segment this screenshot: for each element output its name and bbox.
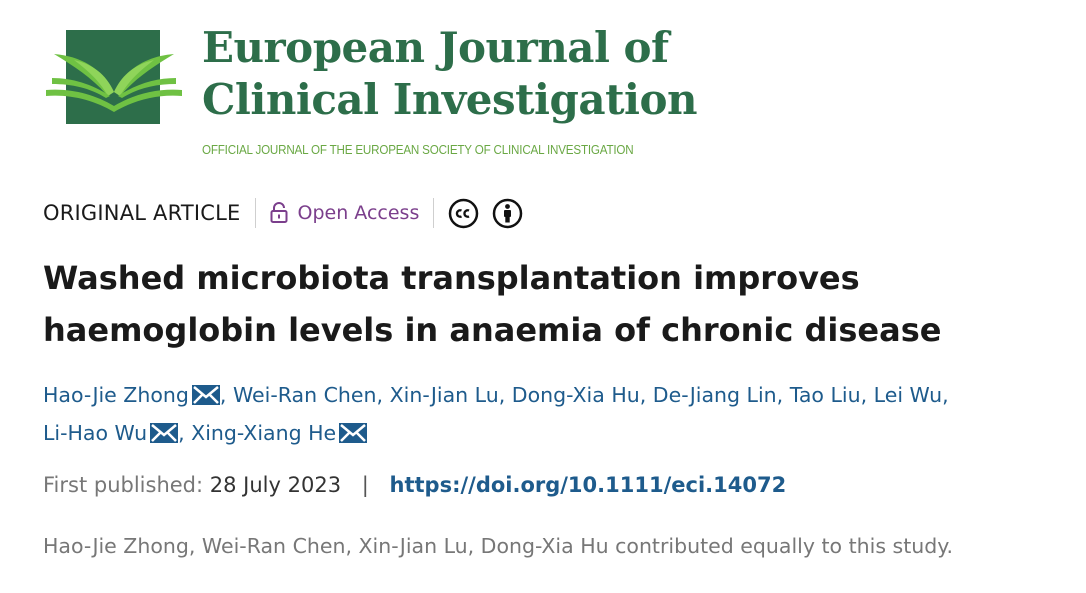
article-title-line2: haemoglobin levels in anaemia of chronic… — [43, 311, 942, 349]
author-name: Xing-Xiang He — [191, 421, 337, 445]
email-icon[interactable] — [339, 419, 368, 454]
author-name: Xin-Jian Lu — [389, 383, 499, 407]
attribution-icon[interactable] — [492, 198, 523, 229]
author-separator: , — [178, 421, 185, 445]
author-link[interactable]: Xing-Xiang He — [191, 421, 368, 445]
author-separator: , — [860, 383, 868, 407]
publication-date: 28 July 2023 — [209, 473, 342, 497]
article-title: Washed microbiota transplantation improv… — [43, 252, 1043, 356]
cc-icon[interactable] — [448, 198, 479, 229]
journal-title: European Journal of Clinical Investigati… — [202, 22, 698, 126]
author-separator: , — [219, 383, 227, 407]
open-access-label: Open Access — [297, 202, 420, 224]
author-separator: , — [376, 383, 384, 407]
author-link[interactable]: Wei-Ran Chen, — [233, 383, 383, 407]
author-separator: , — [639, 383, 647, 407]
author-link[interactable]: De-Jiang Lin, — [653, 383, 783, 407]
divider — [254, 198, 256, 228]
author-separator: , — [776, 383, 784, 407]
author-link[interactable]: Tao Liu, — [790, 383, 867, 407]
equal-contribution-note: Hao-Jie Zhong, Wei-Ran Chen, Xin-Jian Lu… — [43, 534, 953, 558]
author-list: Hao-Jie Zhong, Wei-Ran Chen, Xin-Jian Lu… — [43, 378, 1063, 454]
author-name: Lei Wu — [873, 383, 943, 407]
author-name: Dong-Xia Hu — [511, 383, 640, 407]
author-link[interactable]: Hao-Jie Zhong, — [43, 383, 226, 407]
author-separator: , — [498, 383, 506, 407]
author-link[interactable]: Lei Wu, — [874, 383, 949, 407]
journal-subtitle: OFFICIAL JOURNAL OF THE EUROPEAN SOCIETY… — [202, 143, 634, 157]
author-name: Hao-Jie Zhong — [43, 383, 189, 407]
license-icons[interactable] — [448, 198, 523, 229]
author-link[interactable]: Li-Hao Wu, — [43, 421, 185, 445]
author-name: Li-Hao Wu — [43, 421, 148, 445]
email-icon[interactable] — [191, 381, 220, 416]
article-meta-row: ORIGINAL ARTICLE Open Access — [43, 196, 523, 230]
journal-title-line2: Clinical Investigation — [202, 75, 698, 124]
article-title-line1: Washed microbiota transplantation improv… — [43, 259, 860, 297]
unlock-icon — [270, 202, 288, 223]
divider — [433, 198, 435, 228]
author-separator: , — [942, 383, 949, 407]
journal-logo-icon — [44, 30, 184, 130]
first-published-label: First published: — [43, 473, 204, 497]
article-type: ORIGINAL ARTICLE — [43, 201, 241, 225]
doi-link[interactable]: https://doi.org/10.1111/eci.14072 — [389, 473, 787, 497]
author-name: Tao Liu — [789, 383, 861, 407]
email-icon[interactable] — [150, 419, 179, 454]
author-link[interactable]: Xin-Jian Lu, — [390, 383, 506, 407]
open-access-badge[interactable]: Open Access — [270, 202, 420, 224]
author-link[interactable]: Dong-Xia Hu, — [512, 383, 646, 407]
journal-masthead[interactable]: European Journal of Clinical Investigati… — [44, 22, 704, 167]
author-name: De-Jiang Lin — [652, 383, 777, 407]
journal-title-line1: European Journal of — [202, 23, 669, 72]
publication-info: First published: 28 July 2023 | https://… — [43, 473, 786, 497]
separator: | — [361, 473, 369, 497]
author-name: Wei-Ran Chen — [232, 383, 377, 407]
